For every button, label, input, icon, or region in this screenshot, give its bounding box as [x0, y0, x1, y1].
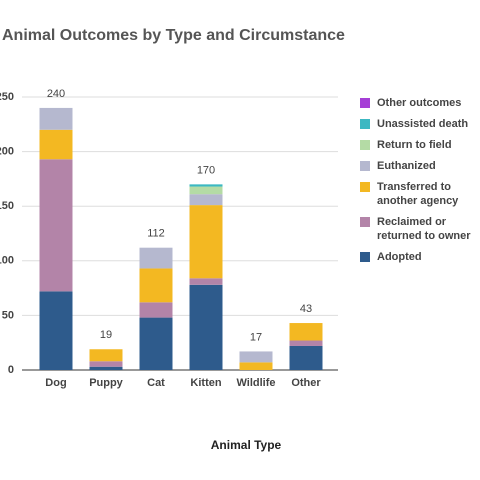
bar-segment [139, 317, 173, 370]
legend-label: Return to field [377, 139, 452, 151]
bar-segment [189, 186, 223, 195]
legend-label: Unassisted death [377, 118, 469, 130]
x-tick-label: Puppy [89, 377, 123, 389]
legend-item: Reclaimed or returned to owner [360, 215, 475, 243]
legend-swatch [360, 161, 370, 171]
y-tick-label: 200 [0, 146, 14, 158]
legend-item: Return to field [360, 138, 475, 152]
x-tick-label: Wildlife [236, 377, 275, 389]
bar-segment [289, 340, 323, 346]
total-label: 17 [250, 331, 262, 343]
total-label: 170 [197, 164, 215, 176]
bar-segment [139, 302, 173, 318]
x-tick-label: Other [291, 377, 321, 389]
bar-segment [89, 366, 123, 370]
legend-label: Euthanized [377, 160, 436, 172]
bar-segment [139, 268, 173, 303]
bar-segment [189, 205, 223, 279]
legend-swatch [360, 217, 370, 227]
legend-label: Transferred to another agency [377, 181, 459, 207]
total-label: 43 [300, 303, 312, 315]
bar-segment [289, 345, 323, 370]
legend-swatch [360, 119, 370, 129]
legend-label: Reclaimed or returned to owner [377, 216, 471, 242]
bar-segment [39, 159, 73, 292]
bar-segment [189, 184, 223, 187]
y-tick-label: 50 [2, 309, 14, 321]
bar-segment [239, 351, 273, 363]
y-tick-label: 0 [8, 364, 14, 376]
y-tick-label: 100 [0, 255, 14, 267]
bar-segment [189, 194, 223, 206]
legend-item: Euthanized [360, 159, 475, 173]
legend-item: Other outcomes [360, 96, 475, 110]
y-tick-label: 150 [0, 200, 14, 212]
legend-item: Transferred to another agency [360, 180, 475, 208]
legend-swatch [360, 98, 370, 108]
legend-item: Adopted [360, 250, 475, 264]
legend-swatch [360, 252, 370, 262]
legend-label: Other outcomes [377, 97, 462, 109]
bar-segment [39, 107, 73, 130]
bar-segment [39, 291, 73, 370]
bar-segment [189, 284, 223, 370]
total-label: 240 [47, 88, 65, 100]
bar-segment [89, 349, 123, 362]
bar-segment [289, 323, 323, 341]
bar-segment [239, 362, 273, 370]
legend-swatch [360, 140, 370, 150]
total-label: 112 [147, 228, 165, 240]
bar-segment [139, 247, 173, 269]
total-label: 19 [100, 329, 112, 341]
x-axis-title: Animal Type [211, 438, 282, 452]
bar-segment [39, 129, 73, 160]
legend: Other outcomes Unassisted death Return to … [360, 96, 475, 264]
legend-swatch [360, 182, 370, 192]
x-tick-label: Cat [147, 377, 165, 389]
bar-segment [189, 278, 223, 285]
chart-title: Animal Outcomes by Type and Circumstance [2, 27, 345, 44]
x-tick-label: Kitten [190, 377, 221, 389]
bar-segment [89, 361, 123, 367]
y-tick-label: 250 [0, 91, 14, 103]
legend-item: Unassisted death [360, 117, 475, 131]
x-tick-label: Dog [45, 377, 66, 389]
legend-label: Adopted [377, 251, 422, 263]
